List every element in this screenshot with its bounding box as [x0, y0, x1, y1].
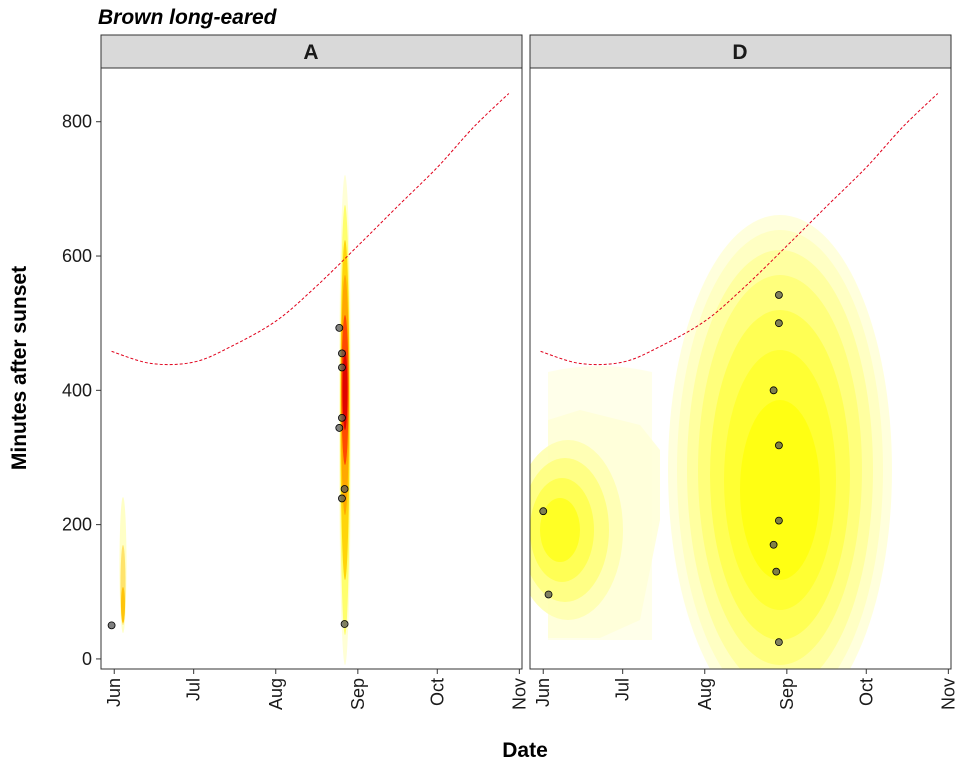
- sunrise-line: [540, 93, 939, 366]
- data-point: [539, 507, 548, 516]
- panel-d: D: [529, 34, 952, 670]
- y-tick-label: 400: [62, 380, 92, 400]
- data-point: [774, 638, 783, 647]
- panel-a-sunrise-line: [111, 93, 510, 366]
- panel-a-density: [119, 175, 351, 665]
- panel-a-x-axis: Jun Jul Aug Sep Oct Nov: [104, 669, 529, 710]
- data-point: [774, 516, 783, 525]
- data-point: [544, 590, 553, 599]
- panel-a: A: [100, 34, 523, 670]
- data-point: [769, 386, 778, 395]
- x-tick-label: Oct: [427, 678, 447, 706]
- x-tick-label: Nov: [938, 678, 958, 710]
- panel-a-strip: [100, 34, 523, 69]
- x-tick-label: Aug: [695, 678, 715, 710]
- x-tick-label: Jun: [104, 678, 124, 707]
- density-contour: [540, 498, 580, 562]
- data-point: [769, 540, 778, 549]
- panel-a-points: [107, 323, 349, 630]
- x-tick-label: Sep: [777, 678, 797, 710]
- data-point: [335, 323, 344, 332]
- data-point: [340, 485, 349, 493]
- x-axis-title: Date: [502, 739, 548, 762]
- data-point: [338, 363, 346, 372]
- panel-d-border: [529, 67, 952, 670]
- data-point: [338, 349, 346, 358]
- data-point: [772, 567, 781, 576]
- data-point: [774, 441, 783, 450]
- panel-d-sunrise-line: [540, 93, 939, 366]
- panel-d-points: [539, 291, 783, 647]
- data-point: [774, 291, 783, 299]
- y-tick-label: 200: [62, 515, 92, 535]
- y-tick-label: 600: [62, 246, 92, 266]
- x-tick-label: Oct: [856, 678, 876, 706]
- data-point: [338, 494, 346, 503]
- density-contour: [740, 400, 820, 580]
- x-tick-label: Jun: [533, 678, 553, 707]
- sunrise-line: [111, 93, 510, 366]
- chart-title: Brown long-eared: [98, 6, 278, 29]
- x-tick-label: Jul: [613, 678, 633, 701]
- density-contour: [121, 587, 125, 623]
- x-tick-label: Sep: [348, 678, 368, 710]
- data-point: [335, 424, 344, 432]
- y-tick-label: 0: [82, 649, 92, 669]
- panel-a-border: [100, 67, 523, 670]
- panel-d-strip-label: D: [732, 41, 747, 64]
- x-tick-label: Jul: [184, 678, 204, 701]
- y-axis-title: Minutes after sunset: [8, 266, 31, 470]
- data-point: [340, 620, 349, 628]
- panel-a-strip-label: A: [303, 41, 318, 64]
- y-axis: 0 200 400 600 800 Minutes after sunset: [8, 112, 101, 669]
- data-point: [338, 413, 346, 422]
- panel-d-x-axis: Jun Jul Aug Sep Oct Nov: [533, 669, 958, 710]
- data-point: [107, 621, 116, 630]
- x-tick-label: Nov: [509, 678, 529, 710]
- y-tick-label: 800: [62, 112, 92, 132]
- panel-d-density: [530, 215, 892, 669]
- data-point: [774, 319, 783, 328]
- x-tick-label: Aug: [266, 678, 286, 710]
